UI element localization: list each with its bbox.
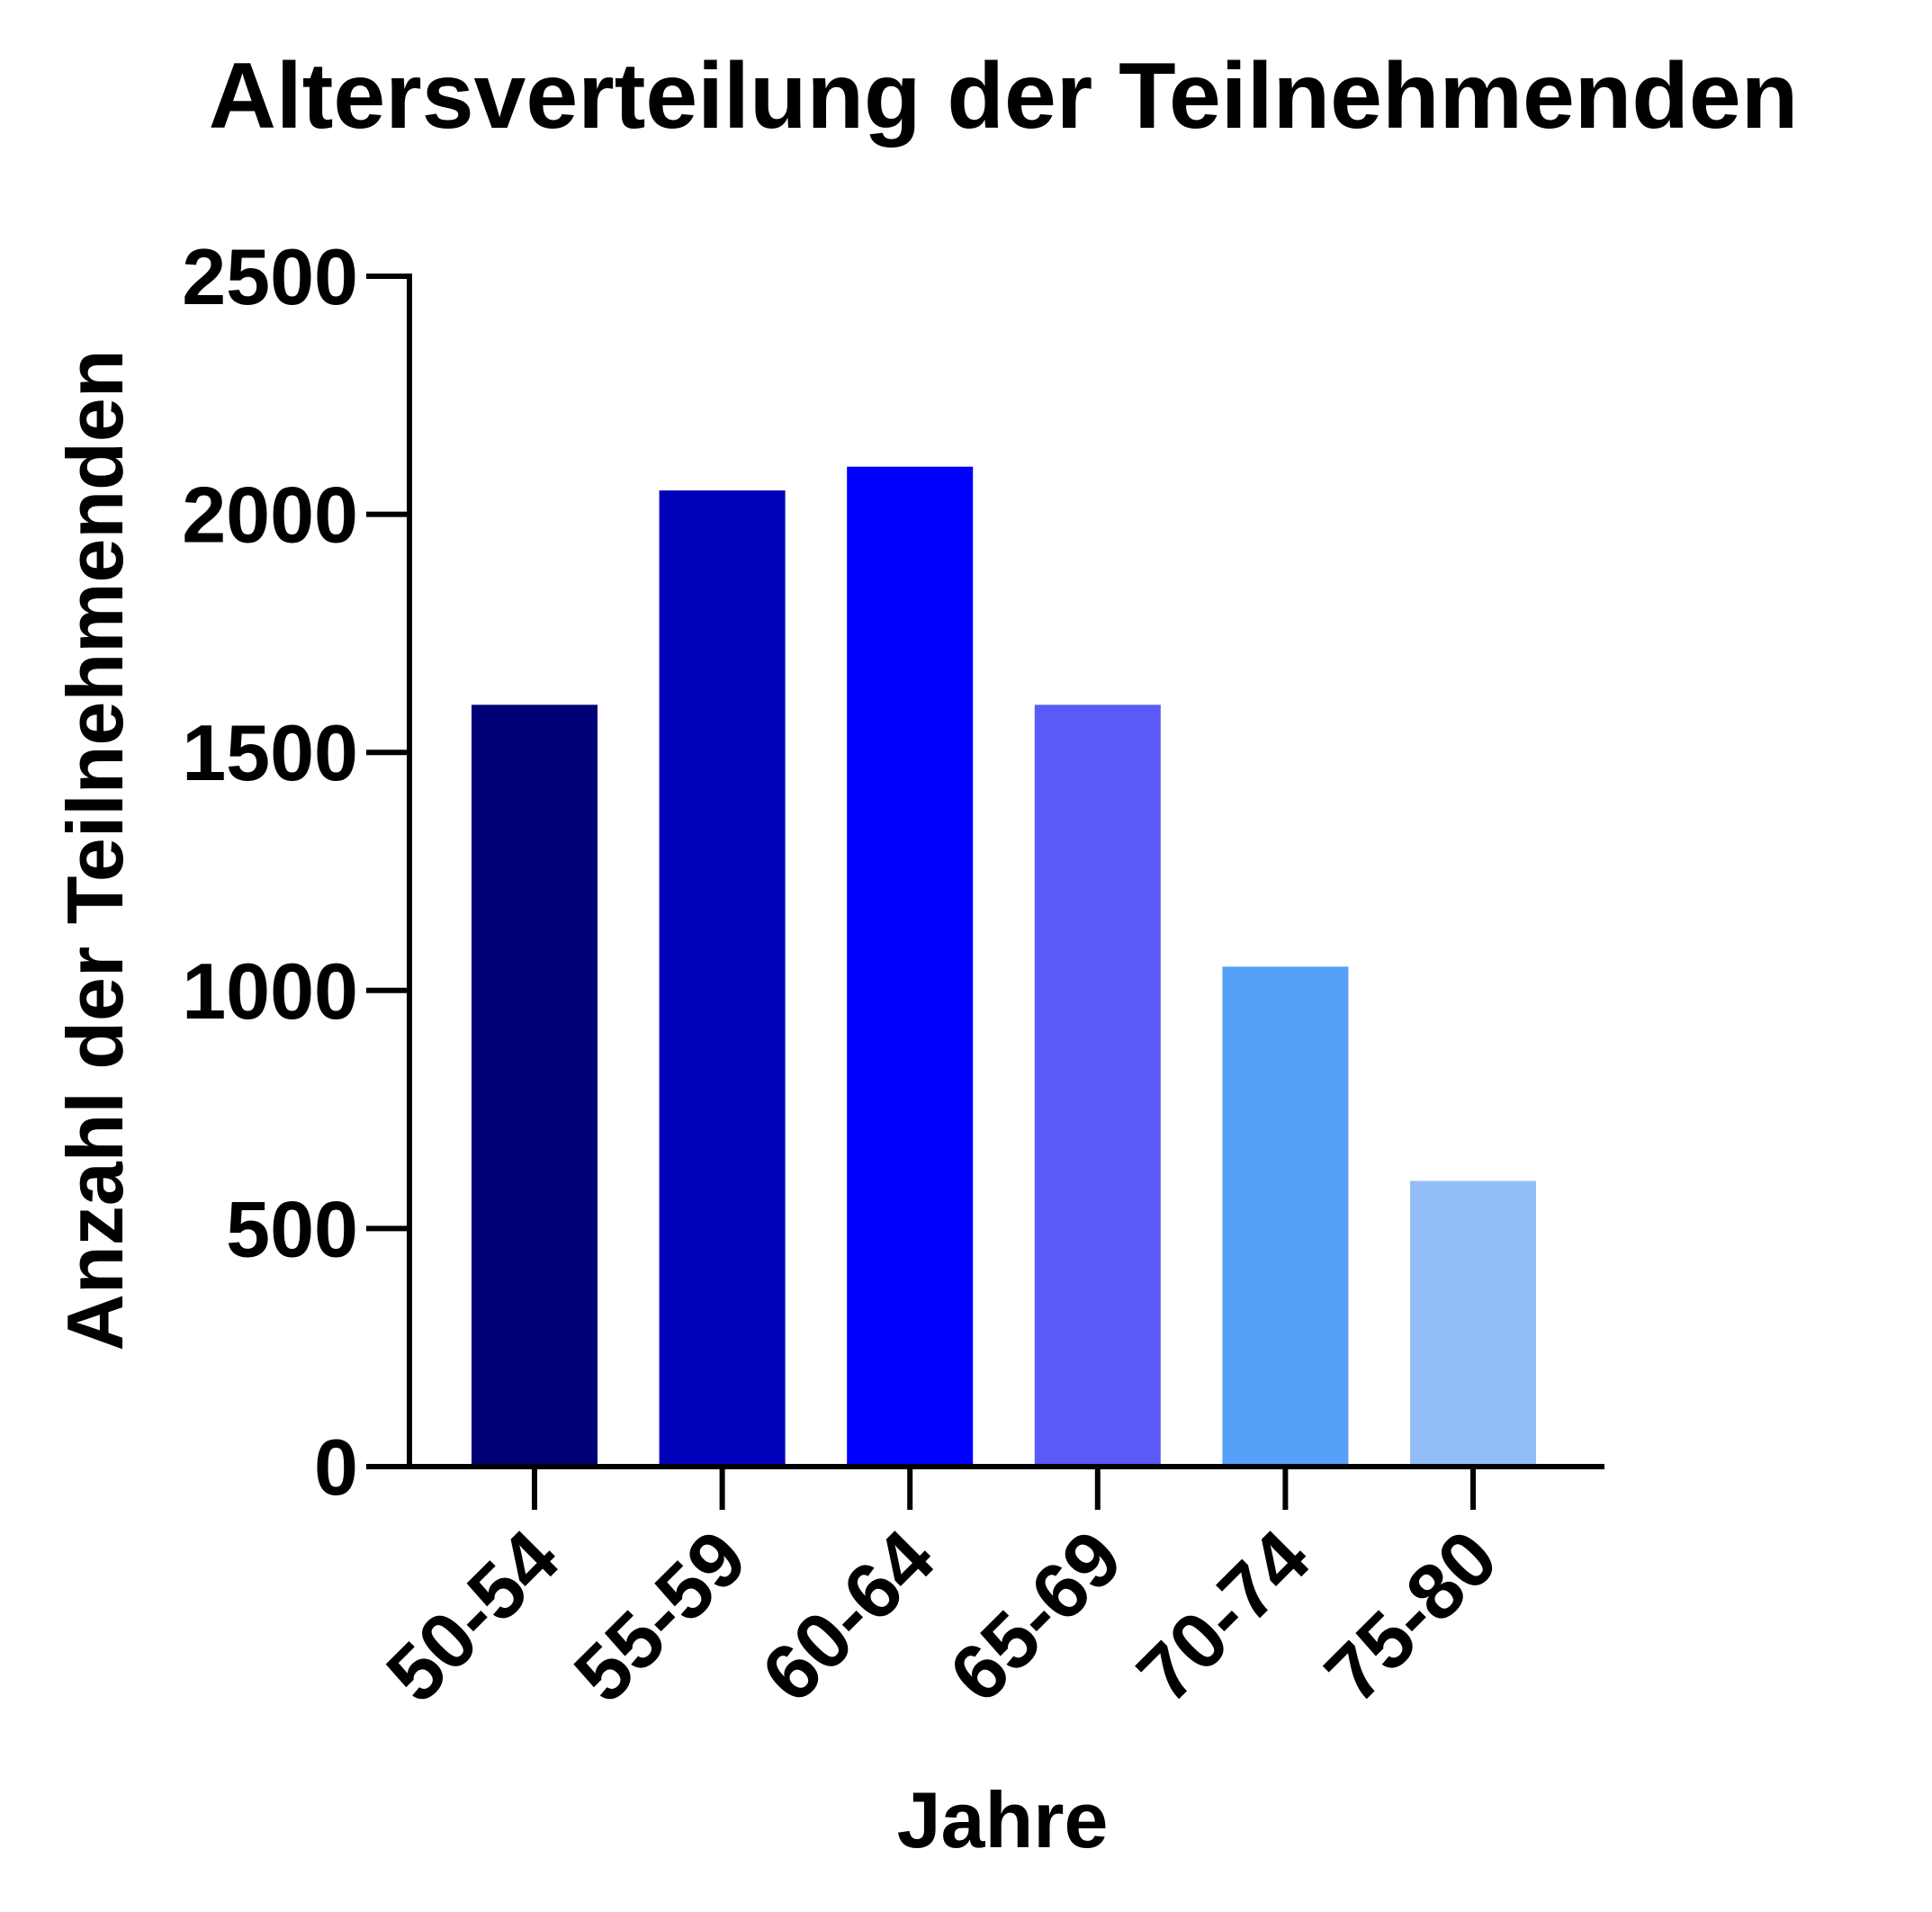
bar-60-64 <box>847 466 974 1468</box>
y-axis-label: Anzahl der Teilnehmenden <box>50 349 139 1351</box>
x-tick-label-50-54: 50-54 <box>369 1513 575 1719</box>
bar-55-59 <box>659 490 786 1467</box>
x-tick-label-65-69: 65-69 <box>932 1513 1138 1719</box>
bar-50-54 <box>472 705 598 1467</box>
bar-75-80 <box>1410 1180 1536 1467</box>
x-tick-label-60-64: 60-64 <box>744 1513 950 1719</box>
y-tick-label-2000: 2000 <box>182 471 358 560</box>
y-tick-label-500: 500 <box>226 1184 358 1273</box>
x-tick-label-70-74: 70-74 <box>1120 1513 1326 1719</box>
bar-70-74 <box>1222 966 1349 1467</box>
x-tick-label-75-80: 75-80 <box>1307 1513 1514 1719</box>
x-tick-label-55-59: 55-59 <box>557 1513 763 1719</box>
chart-title: Altersverteilung der Teilnehmenden <box>209 44 1798 148</box>
x-axis-label: Jahre <box>897 1775 1109 1864</box>
bars <box>472 466 1536 1468</box>
y-tick-label-2500: 2500 <box>182 232 358 321</box>
y-tick-label-1500: 1500 <box>182 708 358 797</box>
y-tick-label-0: 0 <box>314 1423 358 1512</box>
y-axis-ticks: 0 500 1000 1500 2000 2500 <box>182 232 409 1512</box>
bar-65-69 <box>1034 705 1161 1467</box>
y-tick-label-1000: 1000 <box>182 947 358 1036</box>
